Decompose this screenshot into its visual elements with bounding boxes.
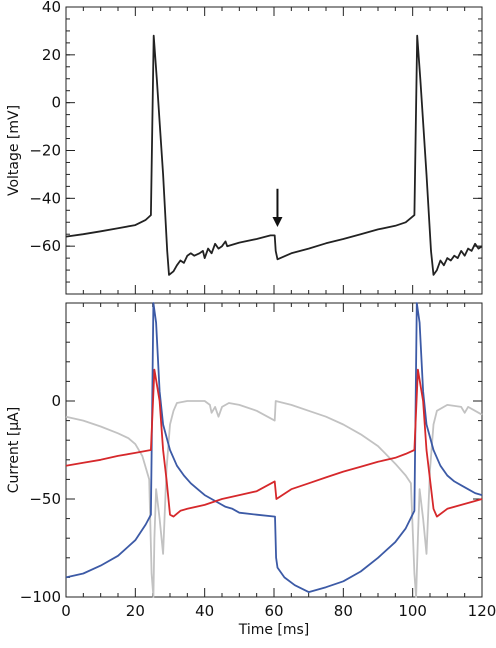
x-tick-label: 0 bbox=[61, 602, 71, 620]
y-tick-label: −20 bbox=[29, 142, 61, 160]
voltage-annotations bbox=[272, 188, 283, 228]
voltage-ticks: 40 20 0 −20 −40 −60 bbox=[29, 0, 483, 295]
current-ticks: 0 20 40 60 80 100 120 0 −50 −100 bbox=[20, 302, 496, 620]
current-panel: 0 20 40 60 80 100 120 0 −50 −100 Current [μA] Tim… bbox=[6, 302, 496, 638]
current-traces bbox=[65, 302, 483, 598]
series-line bbox=[65, 34, 483, 276]
series-line bbox=[65, 400, 483, 598]
x-tick-label: 40 bbox=[195, 602, 214, 620]
series-line bbox=[65, 368, 483, 518]
y-tick-label: −40 bbox=[29, 189, 61, 207]
voltage-traces bbox=[65, 34, 483, 276]
x-tick-label: 80 bbox=[334, 602, 353, 620]
time-axis-label: Time [ms] bbox=[238, 622, 310, 638]
arrow-head bbox=[272, 217, 283, 228]
x-tick-label: 100 bbox=[398, 602, 427, 620]
y-tick-label: −60 bbox=[29, 237, 61, 255]
series-line bbox=[65, 302, 483, 593]
y-tick-label: 0 bbox=[51, 94, 61, 112]
y-tick-label: −50 bbox=[29, 490, 61, 508]
x-tick-label: 20 bbox=[126, 602, 145, 620]
voltage-plot-frame bbox=[65, 6, 483, 295]
x-tick-label: 120 bbox=[468, 602, 496, 620]
y-tick-label: 20 bbox=[42, 46, 61, 64]
y-tick-label: −100 bbox=[20, 588, 61, 606]
x-tick-label: 60 bbox=[264, 602, 283, 620]
y-tick-label: 0 bbox=[51, 392, 61, 410]
voltage-axis-label: Voltage [mV] bbox=[6, 105, 22, 196]
voltage-panel: 40 20 0 −20 −40 −60 Voltage [mV] bbox=[6, 0, 483, 295]
y-tick-label: 40 bbox=[42, 0, 61, 16]
current-plot-frame bbox=[65, 302, 483, 598]
current-axis-label: Current [μA] bbox=[6, 407, 22, 493]
